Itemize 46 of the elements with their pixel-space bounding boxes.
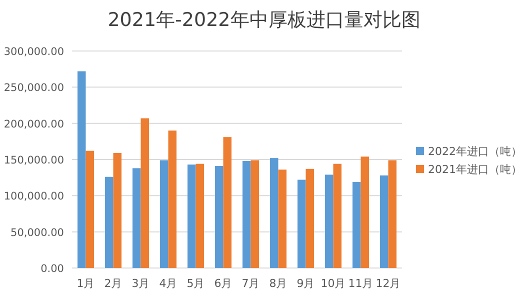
- bar: [86, 150, 94, 268]
- bar: [188, 164, 196, 268]
- y-tick-label: 0.00: [40, 263, 64, 275]
- x-tick-label: 4月: [159, 277, 178, 290]
- bar: [215, 166, 224, 268]
- bar: [388, 160, 396, 268]
- bar: [132, 168, 141, 268]
- bar: [78, 71, 86, 268]
- x-tick-label: 7月: [242, 277, 260, 290]
- x-tick-label: 1月: [76, 277, 95, 290]
- y-tick-label: 200,000.00: [4, 118, 64, 130]
- bar: [380, 175, 388, 268]
- x-tick-label: 3月: [132, 277, 150, 290]
- bar: [140, 118, 149, 268]
- x-tick-label: 5月: [186, 277, 205, 290]
- x-tick-label: 9月: [296, 277, 315, 290]
- bar: [160, 160, 168, 268]
- y-tick-label: 50,000.00: [10, 226, 64, 239]
- chart-title: 2021年-2022年中厚板进口量对比图: [108, 9, 420, 31]
- bar: [333, 164, 342, 268]
- bar: [278, 170, 286, 268]
- y-tick-label: 150,000.00: [4, 154, 64, 166]
- x-tick-label: 8月: [269, 277, 288, 290]
- bar: [360, 156, 369, 268]
- bar: [270, 158, 278, 268]
- bar: [196, 164, 204, 268]
- bar: [223, 137, 232, 268]
- y-tick-label: 100,000.00: [4, 190, 64, 203]
- legend-label: 2022年进口（吨）: [428, 145, 522, 158]
- bar: [250, 160, 259, 268]
- legend-label: 2021年进口（吨）: [428, 163, 522, 176]
- y-tick-label: 300,000.00: [4, 46, 64, 58]
- x-tick-label: 6月: [214, 277, 232, 290]
- bar: [325, 174, 334, 268]
- bar: [306, 168, 314, 268]
- x-tick-label: 11月: [348, 277, 374, 290]
- bar: [168, 130, 176, 268]
- bar: [298, 180, 306, 268]
- bar: [105, 176, 114, 268]
- bar: [242, 160, 251, 268]
- x-tick-label: 2月: [104, 277, 122, 290]
- x-tick-label: 10月: [320, 277, 346, 290]
- y-tick-label: 250,000.00: [4, 82, 64, 94]
- x-tick-label: 12月: [376, 277, 401, 290]
- bar: [113, 152, 122, 268]
- bar: [352, 182, 361, 268]
